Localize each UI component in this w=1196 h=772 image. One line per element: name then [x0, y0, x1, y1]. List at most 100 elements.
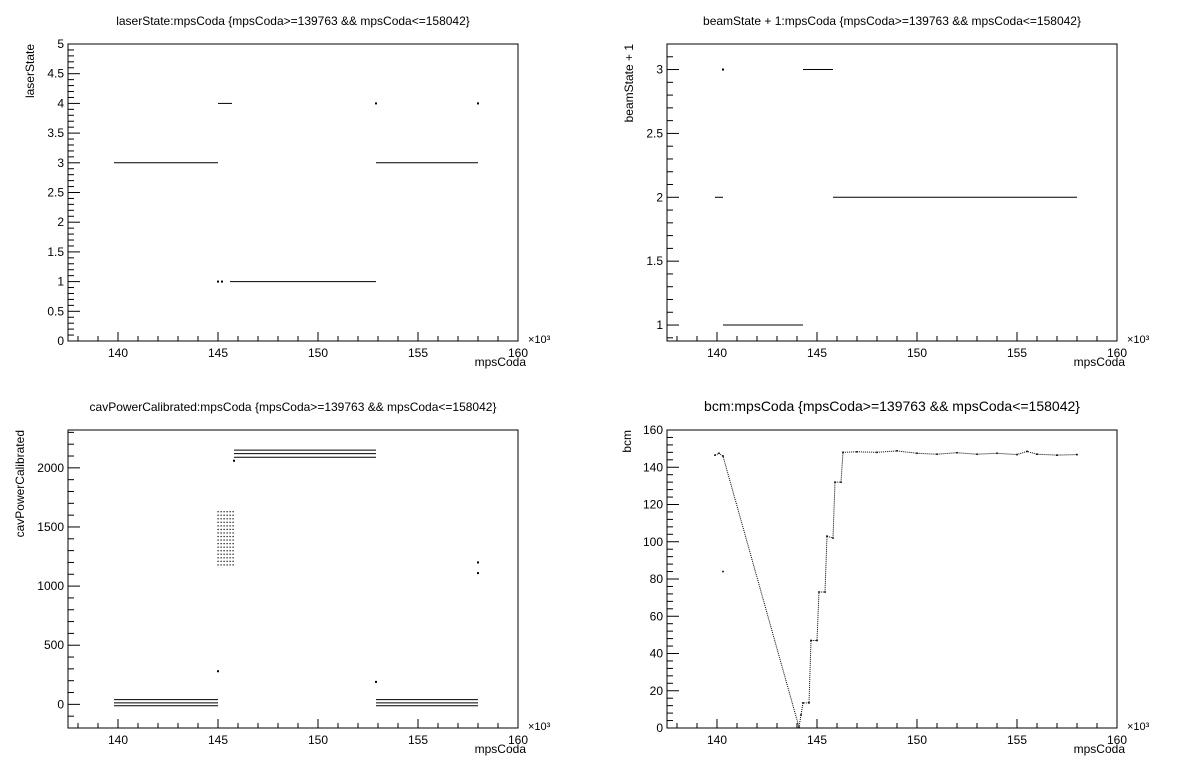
data-point — [217, 511, 219, 513]
data-point — [223, 557, 225, 559]
data-point — [220, 525, 222, 527]
data-point — [217, 280, 219, 283]
y-tick-label: 1.5 — [646, 254, 663, 268]
x-tick-label: 145 — [208, 733, 228, 747]
data-point — [232, 518, 234, 520]
x-tick-label: 155 — [1007, 733, 1027, 747]
data-point — [226, 564, 228, 566]
x-tick-label: 160 — [508, 346, 528, 360]
data-point — [223, 528, 225, 531]
y-tick-label: 0 — [656, 721, 663, 735]
data-point — [232, 553, 234, 555]
data-point — [229, 539, 231, 541]
data-point — [226, 546, 228, 548]
data-point — [217, 528, 219, 531]
data-point — [223, 560, 225, 562]
data-point — [220, 550, 222, 552]
data-point — [226, 528, 228, 531]
x-tick-label: 145 — [807, 733, 827, 747]
data-point — [810, 639, 812, 642]
data-point — [226, 532, 228, 534]
data-point — [802, 702, 804, 704]
data-point — [722, 570, 724, 573]
data-point — [226, 525, 228, 527]
data-point — [232, 564, 234, 566]
data-point — [226, 557, 228, 559]
x-axis-label: mpsCoda — [1074, 742, 1126, 756]
x-exponent-label: ×10³ — [528, 334, 551, 346]
data-point — [217, 564, 219, 566]
y-tick-label: 0 — [57, 697, 64, 711]
chart-title: cavPowerCalibrated:mpsCoda {mpsCoda>=139… — [90, 400, 497, 414]
x-axis-label: mpsCoda — [475, 742, 527, 756]
y-tick-label: 1.5 — [47, 245, 64, 259]
data-point — [220, 521, 222, 523]
y-axis-label: cavPowerCalibrated — [13, 430, 27, 537]
data-point — [229, 514, 231, 516]
data-point — [217, 539, 219, 541]
y-tick-label: 40 — [650, 647, 664, 661]
data-point — [221, 280, 223, 283]
y-tick-label: 1 — [57, 275, 64, 289]
y-tick-label: 1500 — [37, 520, 64, 534]
data-point — [1026, 450, 1028, 453]
data-point — [220, 557, 222, 559]
data-point — [229, 511, 231, 513]
data-point — [232, 535, 234, 538]
data-point — [229, 553, 231, 555]
x-axis-label: mpsCoda — [1074, 355, 1126, 369]
y-tick-label: 1000 — [37, 579, 64, 593]
plot-frame — [67, 429, 519, 729]
chart-title: laserState:mpsCoda {mpsCoda>=139763 && m… — [116, 14, 470, 28]
data-point — [722, 455, 724, 457]
data-point — [1076, 453, 1078, 456]
y-axis-label: beamState + 1 — [622, 44, 636, 123]
y-tick-label: 2.5 — [47, 186, 64, 200]
y-tick-label: 3 — [656, 63, 663, 77]
data-point — [226, 521, 228, 523]
plot-frame — [67, 43, 519, 342]
data-point — [229, 535, 231, 538]
data-point — [217, 521, 219, 523]
y-axis-label: bcm — [620, 430, 634, 453]
y-tick-label: 3 — [57, 156, 64, 170]
data-point — [226, 543, 228, 545]
data-point — [226, 535, 228, 538]
data-point — [229, 525, 231, 527]
data-point — [229, 518, 231, 520]
data-point — [808, 702, 810, 704]
x-tick-label: 150 — [308, 733, 328, 747]
y-tick-label: 100 — [643, 535, 663, 549]
data-series-trace — [714, 450, 1078, 728]
chart-panel-1: laserState:mpsCoda {mpsCoda>=139763 && m… — [23, 14, 551, 369]
y-tick-label: 1 — [656, 318, 663, 332]
data-point — [233, 459, 235, 462]
data-point — [217, 557, 219, 559]
data-point — [217, 670, 219, 673]
data-point — [226, 511, 228, 513]
data-point — [232, 550, 234, 552]
data-point — [477, 561, 479, 564]
y-tick-label: 20 — [650, 684, 664, 698]
chart-panel-2: beamState + 1:mpsCoda {mpsCoda>=139763 &… — [622, 14, 1150, 369]
y-tick-label: 60 — [650, 609, 664, 623]
y-tick-label: 500 — [44, 638, 64, 652]
x-tick-label: 140 — [108, 346, 128, 360]
data-point — [220, 539, 222, 541]
data-point — [226, 553, 228, 555]
y-tick-label: 4 — [57, 96, 64, 110]
data-point — [223, 550, 225, 552]
data-point — [223, 539, 225, 541]
data-point — [232, 511, 234, 513]
data-point — [800, 714, 802, 716]
x-exponent-label: ×10³ — [528, 721, 551, 733]
data-point — [217, 525, 219, 527]
x-tick-label: 140 — [108, 733, 128, 747]
data-point — [223, 518, 225, 520]
x-tick-label: 160 — [1107, 346, 1127, 360]
y-tick-label: 80 — [650, 572, 664, 586]
data-point — [217, 546, 219, 548]
data-point — [223, 525, 225, 527]
x-tick-label: 160 — [508, 733, 528, 747]
